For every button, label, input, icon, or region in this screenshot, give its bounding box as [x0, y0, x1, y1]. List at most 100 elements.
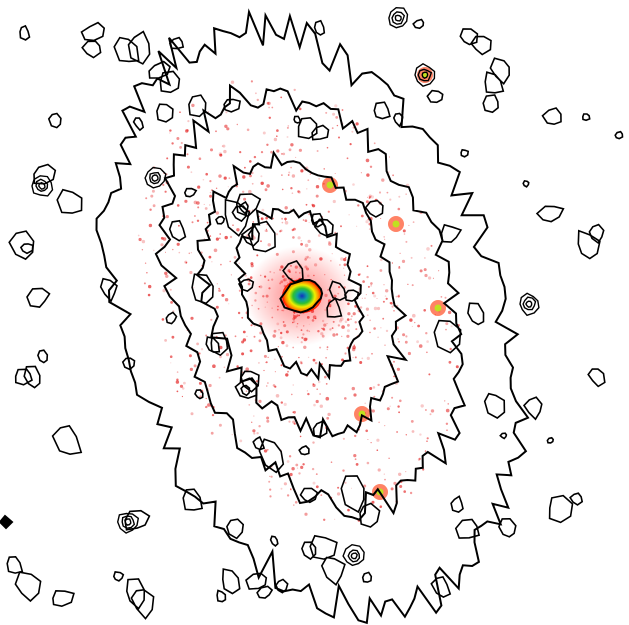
emission-dot	[376, 306, 381, 311]
emission-dot	[219, 153, 223, 157]
emission-dot	[253, 335, 256, 338]
emission-dot	[242, 190, 245, 193]
emission-dot	[171, 335, 175, 339]
contour-blob	[80, 21, 106, 42]
emission-dot	[270, 475, 273, 478]
emission-dot	[408, 224, 410, 226]
contour-blob	[31, 175, 54, 197]
emission-dot	[376, 449, 379, 452]
emission-dot	[260, 175, 263, 178]
emission-dot	[265, 361, 268, 364]
emission-dot	[332, 112, 336, 116]
emission-dot	[223, 176, 227, 180]
emission-dot	[401, 259, 406, 263]
emission-dot	[373, 294, 377, 298]
emission-dot	[267, 449, 269, 451]
emission-dot	[191, 103, 195, 108]
emission-dot	[319, 346, 322, 349]
emission-dot	[366, 314, 369, 317]
emission-dot	[398, 411, 400, 414]
emission-dot	[162, 183, 165, 186]
emission-dot	[268, 106, 270, 109]
contour	[95, 8, 530, 625]
emission-dot	[249, 174, 252, 178]
contour-blob	[499, 432, 508, 440]
contour	[195, 150, 409, 439]
emission-dot	[384, 478, 386, 481]
emission-dot	[229, 235, 233, 239]
emission-dot	[146, 272, 148, 274]
emission-dot	[411, 284, 414, 287]
emission-dot	[298, 190, 301, 194]
emission-dot	[340, 257, 344, 261]
emission-dot	[407, 283, 409, 285]
emission-dot	[288, 420, 291, 423]
emission-dot	[334, 104, 338, 108]
emission-dot	[369, 165, 373, 168]
emission-dot	[405, 434, 407, 436]
contour-blob	[299, 487, 319, 504]
emission-dot	[255, 380, 259, 383]
emission-dot	[298, 148, 302, 152]
emission-dot	[423, 268, 427, 272]
emission-dot	[251, 182, 254, 185]
emission-dot	[325, 396, 330, 401]
emission-dot	[180, 141, 183, 145]
emission-dot	[414, 321, 416, 324]
emission-dot	[373, 142, 376, 145]
emission-dot	[307, 239, 311, 243]
emission-dot	[341, 109, 344, 111]
emission-dot	[181, 395, 183, 398]
emission-dot	[344, 397, 347, 400]
emission-dot	[176, 390, 179, 393]
emission-dot	[378, 421, 380, 424]
emission-dot	[422, 468, 425, 471]
emission-dot	[311, 467, 315, 471]
emission-dot	[404, 340, 408, 344]
emission-dot	[403, 233, 406, 235]
emission-dot	[250, 80, 253, 83]
emission-dot	[274, 385, 277, 388]
contour-blob	[0, 514, 14, 530]
emission-dot	[160, 243, 164, 247]
contour-blob	[8, 230, 35, 261]
emission-dot	[276, 149, 280, 153]
emission-dot	[165, 251, 166, 253]
emission-dot	[221, 293, 225, 297]
emission-dot	[258, 399, 262, 403]
emission-dot	[337, 486, 340, 489]
emission-dot	[320, 494, 323, 496]
emission-dot	[242, 338, 247, 342]
emission-dot	[354, 434, 357, 438]
emission-dot	[298, 107, 302, 111]
contour-blob	[47, 112, 62, 129]
emission-dot	[383, 473, 385, 475]
emission-dot	[149, 208, 152, 211]
emission-dot	[205, 405, 208, 408]
emission-dot	[445, 328, 447, 331]
emission-dot	[325, 356, 327, 359]
emission-dot	[184, 260, 188, 264]
emission-dot	[280, 152, 283, 155]
emission-dot	[268, 116, 271, 120]
emission-dot	[312, 383, 315, 385]
contour-blob	[81, 40, 102, 59]
emission-dot	[327, 210, 330, 213]
emission-dot	[365, 220, 369, 224]
emission-dot	[372, 386, 376, 389]
emission-dot	[302, 219, 305, 221]
emission-dot	[291, 467, 295, 471]
contour-blob	[19, 243, 34, 255]
emission-dot	[396, 431, 399, 433]
emission-dot	[228, 177, 231, 180]
emission-dot	[300, 242, 303, 246]
contour-blob	[364, 199, 384, 218]
emission-dot	[286, 494, 290, 497]
emission-dot	[397, 338, 399, 340]
emission-dot	[256, 254, 259, 257]
emission-dot	[352, 312, 356, 316]
emission-dot	[215, 130, 217, 133]
emission-dot	[334, 518, 336, 520]
emission-dot	[165, 215, 169, 219]
